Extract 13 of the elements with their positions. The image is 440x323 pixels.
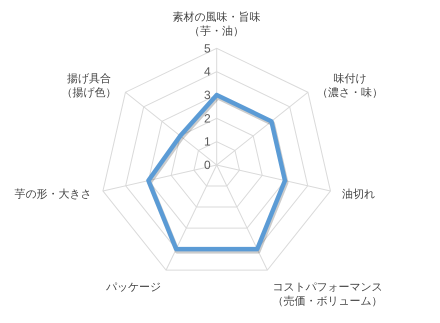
- spoke-label: パッケージ: [105, 282, 161, 294]
- spoke-label: 芋の形・大きさ: [14, 188, 92, 201]
- y-tick-label: 1: [204, 134, 212, 149]
- y-tick-label: 3: [204, 88, 212, 102]
- y-tick-label: 0: [204, 158, 212, 172]
- y-tick-label: 2: [204, 111, 212, 126]
- spoke-label: 味付け（濃さ・味）: [317, 72, 384, 99]
- spoke-label: 素材の風味・旨味（芋・油）: [172, 10, 261, 38]
- spoke-label: コストパフォーマンス（売価・ボリューム）: [272, 282, 382, 308]
- y-tick-label: 4: [204, 64, 212, 79]
- y-tick-label: 5: [204, 41, 212, 56]
- spoke-label: 揚げ具合（揚げ色）: [61, 72, 116, 99]
- spoke-label: 油切れ: [342, 188, 375, 201]
